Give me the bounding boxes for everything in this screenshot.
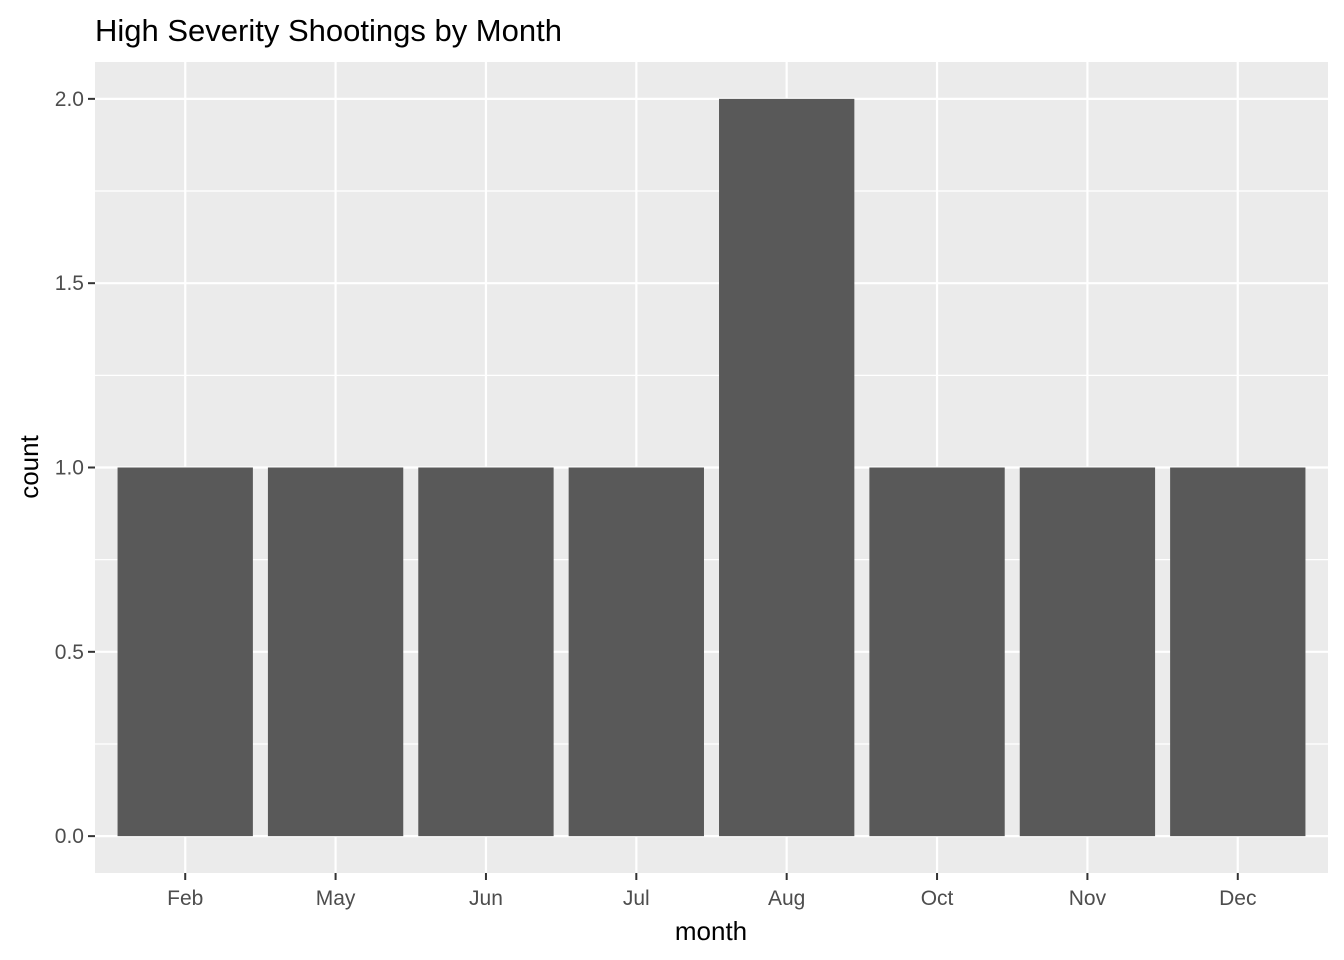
y-tick-label: 0.0	[55, 825, 84, 848]
y-tick-label: 1.5	[55, 272, 84, 295]
x-tick-label: Jul	[623, 887, 650, 910]
x-tick-label: Oct	[921, 887, 954, 910]
x-tick-label: Nov	[1069, 887, 1107, 910]
bar-jun	[418, 467, 554, 837]
x-tick-label: Feb	[167, 887, 203, 910]
bar-jul	[568, 467, 704, 837]
x-axis-title: month	[675, 916, 747, 946]
y-axis-title: count	[14, 434, 44, 498]
bar-aug	[719, 98, 855, 837]
y-axis: 0.0 0.5 1.0 1.5 2.0	[55, 88, 95, 848]
bar-oct	[869, 467, 1005, 837]
bar-nov	[1019, 467, 1156, 837]
y-tick-label: 1.0	[55, 457, 84, 480]
bars	[117, 98, 1306, 837]
y-tick-label: 0.5	[55, 641, 84, 664]
bar-may	[267, 467, 404, 837]
x-tick-label: Dec	[1219, 887, 1256, 910]
bar-dec	[1170, 467, 1306, 837]
x-tick-label: Aug	[768, 887, 805, 910]
x-tick-label: Jun	[469, 887, 503, 910]
chart-title: High Severity Shootings by Month	[95, 13, 562, 48]
bar-feb	[117, 467, 253, 837]
x-axis: Feb May Jun Jul Aug Oct Nov Dec	[167, 873, 1256, 910]
y-tick-label: 2.0	[55, 88, 84, 111]
x-tick-label: May	[316, 887, 356, 910]
